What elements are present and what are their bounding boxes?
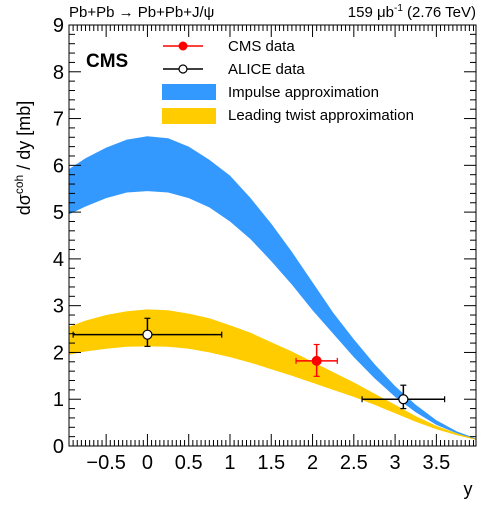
data-points-layer [72,317,446,410]
legend-impulse-label: Impulse approximation [228,84,379,101]
x-tick-label: 0 [142,452,153,474]
x-tick-label: 3.5 [422,452,450,474]
y-tick-label: 0 [53,436,64,458]
x-tick-label: 2 [307,452,318,474]
marker [142,329,153,340]
bands-layer [69,136,476,440]
y-tick-label: 4 [53,249,64,271]
legend-cms-label: CMS data [228,38,295,55]
header-luminosity-label: 159 μb-1 (2.76 TeV) [348,3,476,21]
y-tick-label: 1 [53,389,64,411]
x-tick-label: 3 [390,452,401,474]
marker [311,355,322,366]
header-reaction-label: Pb+Pb → Pb+Pb+J/ψ [69,4,214,21]
y-tick-label: 7 [53,109,64,131]
y-tick-label: 9 [53,15,64,37]
y-tick-label: 3 [53,296,64,318]
y-tick-label: 5 [53,202,64,224]
legend-leading-twist-label: Leading twist approximation [228,107,414,124]
x-tick-label: 2.5 [340,452,368,474]
y-tick-label: 6 [53,155,64,177]
y-axis: 0 1 2 3 4 5 6 7 8 9 [53,15,476,458]
point-alice-data-1 [361,384,446,410]
x-tick-label: −0.5 [86,452,125,474]
marker [398,394,409,405]
legend: CMS data ALICE data Impulse approximatio… [162,38,414,124]
legend-leading-twist-swatch [162,108,216,124]
x-axis-title: y [464,479,473,499]
x-tick-label: 1 [224,452,235,474]
point-cms-data-0 [295,343,338,377]
y-tick-label: 8 [53,62,64,84]
y-tick-label: 2 [53,342,64,364]
x-axis: −0.5 0 0.5 1 1.5 2 2.5 3 3.5 [68,25,475,474]
band-leading-twist-approximation [69,309,476,440]
legend-alice-marker [178,64,188,74]
y-axis-title: dσcoh / dy [mb] [12,101,34,216]
cms-label: CMS [86,51,128,72]
legend-cms-marker [178,41,188,51]
legend-impulse-swatch [162,84,216,100]
x-tick-label: 0.5 [175,452,203,474]
point-alice-data-0 [72,317,223,347]
plot-frame [68,24,477,447]
band-impulse-approximation [69,136,476,440]
x-tick-label: 1.5 [257,452,285,474]
legend-alice-label: ALICE data [228,61,305,78]
